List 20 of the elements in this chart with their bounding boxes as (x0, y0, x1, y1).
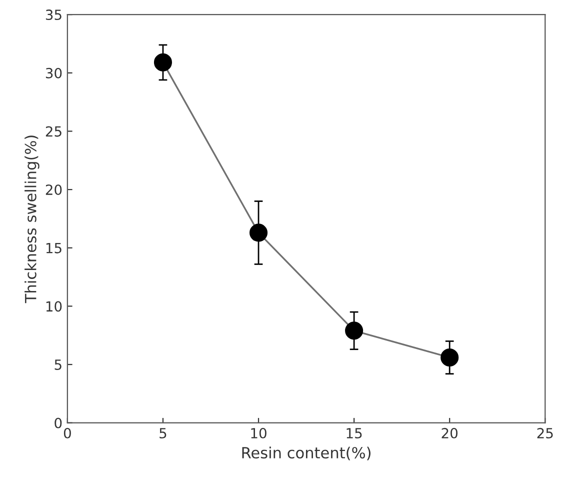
y-tick-label: 35 (46, 10, 62, 20)
point (154, 53, 172, 72)
point (440, 348, 459, 367)
x-tick-label: 5 (160, 428, 166, 438)
x-tick-label: 20 (442, 428, 458, 438)
y-tick-label: 15 (46, 243, 62, 254)
point (249, 224, 268, 242)
point (345, 322, 364, 340)
x-tick-label: 15 (346, 428, 362, 438)
y-tick-label: 30 (46, 68, 62, 78)
y-tick-label: 20 (46, 184, 62, 196)
y-tick-label: 10 (46, 301, 62, 312)
y-tick-label: 25 (46, 126, 62, 137)
y-tick-label: 5 (54, 360, 62, 370)
x-tick-label: 25 (537, 428, 553, 438)
x-axis-title: Resin content(%) (242, 446, 370, 460)
x-tick-label: 10 (251, 428, 266, 438)
x-tick-label: 0 (64, 428, 71, 438)
y-axis-title: Thickness swelling(%) (24, 136, 40, 304)
y-tick-label: 0 (54, 418, 62, 428)
